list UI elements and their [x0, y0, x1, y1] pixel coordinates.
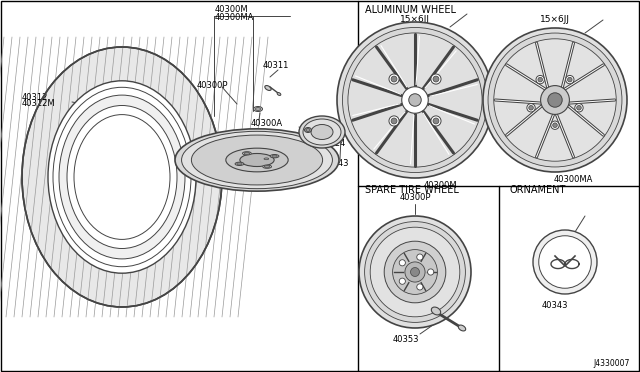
Ellipse shape: [305, 128, 312, 132]
Text: 40312: 40312: [22, 93, 49, 102]
Ellipse shape: [53, 87, 191, 267]
Circle shape: [433, 76, 439, 82]
Circle shape: [409, 94, 421, 106]
Circle shape: [568, 77, 572, 82]
Ellipse shape: [59, 95, 185, 259]
Ellipse shape: [240, 154, 274, 167]
Circle shape: [417, 254, 423, 260]
Ellipse shape: [299, 116, 345, 148]
Circle shape: [536, 76, 545, 84]
Ellipse shape: [431, 307, 441, 315]
Circle shape: [551, 121, 559, 129]
Ellipse shape: [226, 148, 288, 172]
Text: 40353: 40353: [393, 336, 419, 344]
Text: J4330007: J4330007: [594, 359, 630, 369]
Circle shape: [384, 241, 446, 303]
Text: 40300MA: 40300MA: [215, 13, 254, 22]
Text: 40343: 40343: [541, 301, 568, 311]
Circle shape: [553, 123, 557, 128]
Text: 40300MA: 40300MA: [554, 176, 593, 185]
Ellipse shape: [243, 152, 252, 155]
Ellipse shape: [235, 162, 244, 166]
Circle shape: [548, 93, 562, 107]
Ellipse shape: [74, 115, 170, 240]
Ellipse shape: [264, 158, 269, 160]
Ellipse shape: [265, 86, 271, 90]
Circle shape: [431, 74, 441, 84]
Circle shape: [575, 104, 583, 112]
Circle shape: [389, 74, 399, 84]
Text: SPARE TIRE WHEEL: SPARE TIRE WHEEL: [365, 185, 459, 195]
Circle shape: [399, 278, 405, 284]
Circle shape: [483, 28, 627, 172]
Circle shape: [405, 262, 425, 282]
Circle shape: [494, 39, 616, 161]
Ellipse shape: [272, 155, 277, 157]
Ellipse shape: [175, 129, 339, 191]
Circle shape: [539, 236, 591, 288]
Ellipse shape: [263, 165, 271, 168]
Circle shape: [391, 118, 397, 124]
Text: ALUMINUM WHEEL: ALUMINUM WHEEL: [365, 5, 456, 15]
Circle shape: [433, 118, 439, 124]
Ellipse shape: [311, 125, 333, 140]
Circle shape: [529, 106, 533, 110]
Circle shape: [370, 227, 460, 317]
Ellipse shape: [264, 166, 270, 168]
Text: 40300P: 40300P: [399, 193, 431, 202]
Text: 40343: 40343: [323, 160, 349, 169]
Circle shape: [538, 77, 543, 82]
Circle shape: [533, 230, 597, 294]
Circle shape: [342, 28, 488, 173]
Circle shape: [391, 76, 397, 82]
Circle shape: [402, 87, 428, 113]
Ellipse shape: [182, 131, 332, 189]
Ellipse shape: [277, 93, 281, 96]
Ellipse shape: [253, 106, 262, 112]
Text: 40312M: 40312M: [22, 99, 56, 109]
Circle shape: [417, 284, 423, 290]
Text: 40300M: 40300M: [423, 182, 457, 190]
Ellipse shape: [67, 106, 177, 248]
Text: 15×6JJ: 15×6JJ: [540, 16, 570, 25]
Circle shape: [488, 33, 622, 167]
Text: 40311: 40311: [263, 61, 289, 70]
Circle shape: [527, 104, 535, 112]
Circle shape: [359, 216, 471, 328]
Text: 40300M: 40300M: [215, 6, 248, 15]
Text: ORNAMENT: ORNAMENT: [510, 185, 566, 195]
Circle shape: [337, 22, 493, 178]
Text: 40300P: 40300P: [197, 81, 228, 90]
Ellipse shape: [191, 135, 323, 185]
Circle shape: [399, 260, 405, 266]
Circle shape: [428, 269, 434, 275]
Ellipse shape: [306, 128, 310, 131]
Ellipse shape: [270, 154, 279, 158]
Text: 40224: 40224: [320, 140, 346, 148]
Ellipse shape: [255, 108, 260, 110]
Text: 15×6JJ: 15×6JJ: [400, 16, 430, 25]
Circle shape: [410, 267, 419, 276]
Circle shape: [431, 116, 441, 126]
Circle shape: [577, 106, 581, 110]
Circle shape: [566, 76, 574, 84]
Circle shape: [389, 116, 399, 126]
Ellipse shape: [48, 81, 196, 273]
Ellipse shape: [458, 325, 466, 331]
Ellipse shape: [303, 119, 341, 145]
Ellipse shape: [244, 152, 250, 154]
Circle shape: [365, 222, 465, 323]
Circle shape: [348, 33, 482, 167]
Text: 40300A: 40300A: [251, 119, 283, 128]
Ellipse shape: [237, 163, 243, 165]
Ellipse shape: [22, 47, 222, 307]
Circle shape: [541, 86, 570, 115]
Circle shape: [392, 250, 437, 294]
